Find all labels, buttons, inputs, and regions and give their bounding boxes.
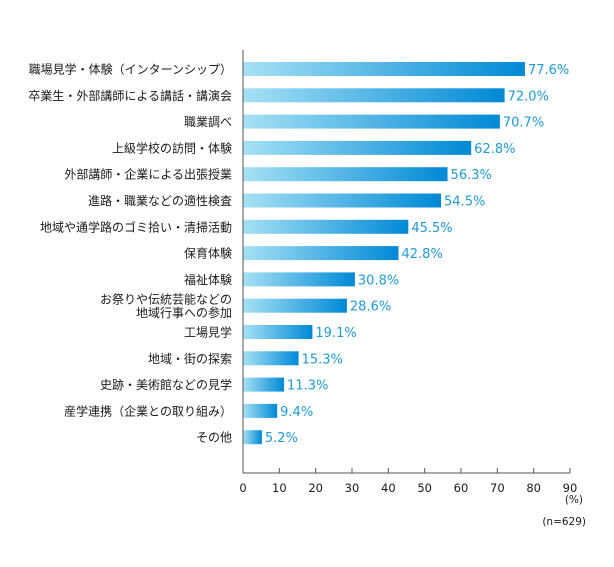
sample-size-note: (n=629)	[542, 516, 586, 528]
bar	[243, 246, 399, 261]
value-label: 54.5%	[444, 195, 485, 210]
bar	[243, 325, 313, 339]
value-label: 42.8%	[402, 247, 443, 262]
x-tick-label: 50	[417, 481, 432, 495]
category-label: 地域・街の探索	[148, 352, 232, 366]
bars-layer	[243, 62, 525, 445]
x-tick-label: 0	[239, 481, 246, 495]
x-tick-label: 60	[454, 481, 469, 495]
value-labels: 77.6% 72.0% 70.7% 62.8% 56.3% 54.5% 45.5% 42.8%…	[265, 63, 569, 446]
value-label: 9.4%	[280, 405, 313, 420]
axis-unit-label: (%)	[565, 494, 583, 506]
category-label: 保育体験	[184, 246, 232, 261]
category-label: 工場見学	[184, 325, 232, 340]
x-tick-label: 70	[490, 481, 505, 495]
x-axis: 0 10 20 30 40 50 60 70 80 90	[239, 50, 577, 495]
value-label: 28.6%	[350, 300, 391, 315]
bar	[243, 193, 442, 208]
value-label: 77.6%	[528, 63, 569, 78]
value-label: 11.3%	[287, 379, 328, 394]
bar	[243, 114, 500, 129]
x-tick-label: 80	[526, 481, 541, 495]
x-tick-label: 20	[308, 481, 323, 495]
category-label: 史跡・美術館などの見学	[100, 377, 232, 392]
value-label: 72.0%	[508, 89, 549, 104]
bar	[243, 219, 409, 234]
category-label: 職業調べ	[184, 115, 232, 129]
value-label: 62.8%	[474, 142, 515, 157]
category-label: 卒業生・外部講師による講話・講演会	[28, 88, 232, 103]
category-labels: 職場見学・体験（インターンシップ） 卒業生・外部講師による講話・講演会職業調べ上級…	[28, 62, 232, 445]
value-label: 70.7%	[503, 116, 544, 131]
value-label: 15.3%	[302, 352, 343, 367]
category-label: 職場見学・体験（インターンシップ）	[29, 62, 232, 77]
value-label: 5.2%	[265, 431, 298, 446]
x-tick-label: 10	[272, 481, 287, 495]
category-label: 進路・職業などの適性検査	[88, 193, 232, 208]
bar	[243, 430, 262, 445]
category-label: 地域や通学路のゴミ拾い・清掃活動	[40, 219, 232, 234]
bar	[243, 167, 448, 182]
bar	[243, 272, 355, 287]
value-label: 30.8%	[358, 273, 399, 288]
value-label: 19.1%	[315, 326, 356, 341]
value-label: 45.5%	[411, 221, 452, 236]
bar	[243, 377, 285, 392]
category-label: 産学連携（企業との取り組み）	[64, 403, 232, 418]
bar	[243, 62, 525, 76]
x-tick-label: 30	[345, 481, 360, 495]
category-label: その他	[196, 431, 232, 445]
category-label: お祭りや伝統芸能などの地域行事への参加	[100, 292, 232, 320]
bar	[243, 351, 299, 366]
value-label: 56.3%	[451, 168, 492, 183]
bar	[243, 88, 505, 103]
bar	[243, 403, 278, 418]
x-tick-label: 90	[563, 481, 578, 495]
x-tick-label: 40	[381, 481, 396, 495]
category-label: 福祉体験	[184, 272, 232, 287]
category-label: 外部講師・企業による出張授業	[64, 167, 232, 182]
bar	[243, 298, 347, 313]
bar	[243, 140, 472, 155]
category-label: 上級学校の訪問・体験	[112, 140, 232, 155]
